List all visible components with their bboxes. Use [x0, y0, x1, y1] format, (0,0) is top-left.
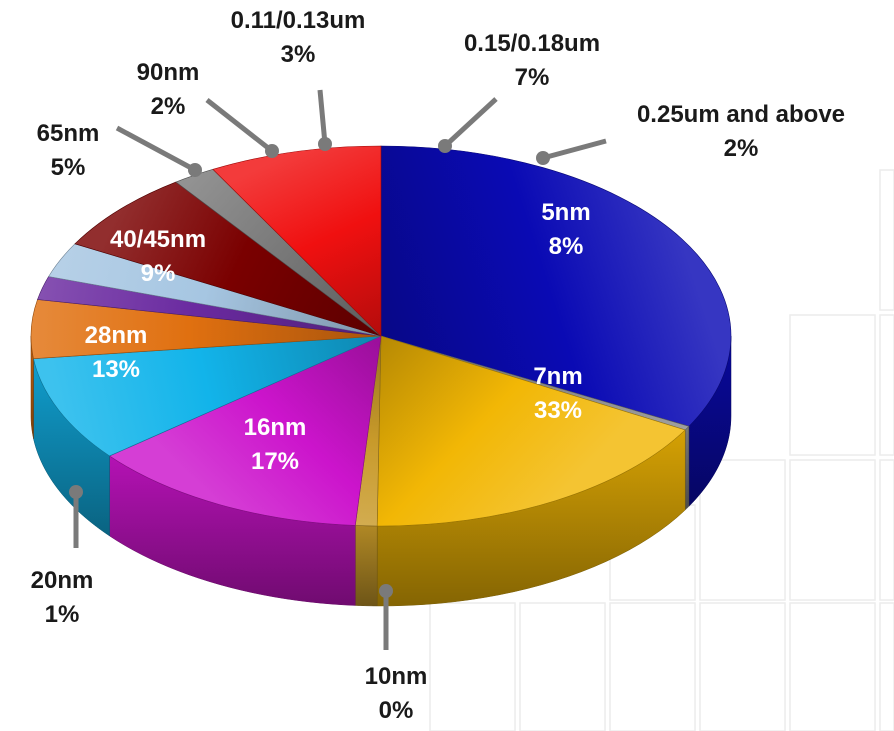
leader-0-11-0-13um: [317, 89, 328, 145]
value-0-25um-and-above: 2%: [724, 135, 759, 162]
slice-28nm: [108, 335, 382, 526]
leader-dot-0-15-0-18um: [438, 139, 452, 153]
value-7nm: 33%: [534, 397, 582, 424]
label-0-25um-and-above: 0.25um and above: [637, 101, 845, 128]
value-40-45nm: 9%: [141, 260, 176, 287]
leader-dot-20nm: [69, 485, 83, 499]
side-20nm: [355, 525, 378, 607]
value-0-11-0-13um: 3%: [281, 41, 316, 68]
label-16nm: 16nm: [244, 414, 307, 441]
value-5nm: 8%: [549, 233, 584, 260]
value-65nm: 5%: [51, 154, 86, 181]
slice-40-45nm: [33, 335, 382, 457]
label-65nm: 65nm: [37, 120, 100, 147]
slice-labels: 7nm 33% 10nm 0% 16nm 17% 20nm 1% 28nm 13% 40/45nm 9…: [31, 7, 845, 724]
slice-16nm: [376, 335, 686, 527]
value-10nm: 0%: [379, 697, 414, 724]
leader-0-15-0-18um: [443, 97, 498, 148]
leader-dot-65nm: [188, 163, 202, 177]
value-90nm: 2%: [151, 93, 186, 120]
slice-0-15-0-18um: [74, 181, 382, 337]
label-5nm: 5nm: [541, 199, 590, 226]
leader-0-25um-and-above: [542, 138, 607, 161]
label-10nm: 10nm: [365, 663, 428, 690]
label-20nm: 20nm: [31, 567, 94, 594]
slice-7nm: [380, 145, 732, 427]
label-28nm: 28nm: [85, 322, 148, 349]
label-0-15-0-18um: 0.15/0.18um: [464, 30, 600, 57]
label-40-45nm: 40/45nm: [110, 226, 206, 253]
leader-90nm: [205, 98, 274, 153]
leader-lines: [69, 89, 607, 650]
value-28nm: 13%: [92, 356, 140, 383]
leader-dot-0-25um-and-above: [536, 151, 550, 165]
label-90nm: 90nm: [137, 59, 200, 86]
leader-65nm: [115, 125, 197, 173]
slice-5nm: [212, 145, 382, 337]
leader-dot-0-11-0-13um: [318, 137, 332, 151]
side-10nm: [684, 425, 690, 511]
value-0-15-0-18um: 7%: [515, 64, 550, 91]
leader-dot-90nm: [265, 144, 279, 158]
pie-top-faces: [30, 145, 732, 527]
leader-dot-10nm: [379, 584, 393, 598]
label-7nm: 7nm: [533, 363, 582, 390]
background-grid: [429, 169, 894, 731]
value-20nm: 1%: [45, 601, 80, 628]
value-16nm: 17%: [251, 448, 299, 475]
label-0-11-0-13um: 0.11/0.13um: [231, 7, 366, 34]
pie-sides: [30, 335, 732, 607]
